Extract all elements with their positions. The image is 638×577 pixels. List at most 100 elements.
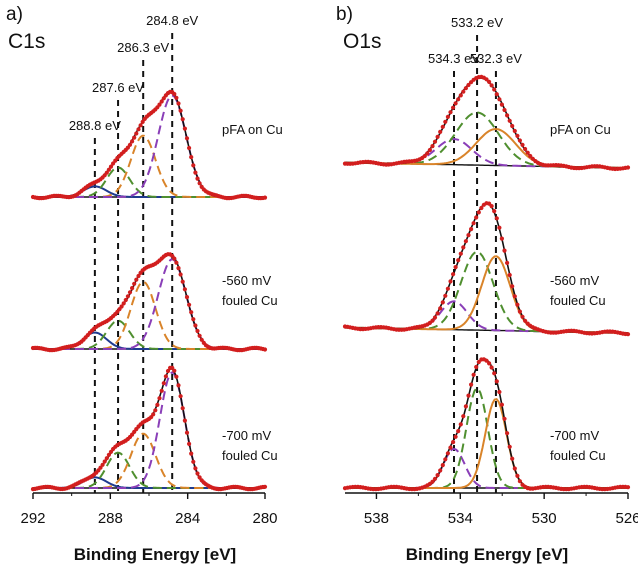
spectra-traces: [30, 89, 268, 492]
data-points: [30, 365, 268, 492]
panel-o1s: b) O1s 534.3 eV 533.2 eV 532.3 eV pFA on C…: [336, 4, 638, 564]
data-point: [435, 134, 440, 139]
data-point: [189, 155, 194, 160]
data-point: [130, 139, 135, 144]
x-tick-label: 292: [20, 510, 45, 527]
data-point: [165, 368, 171, 374]
data-point: [625, 485, 631, 490]
peak-label: 284.8 eV: [146, 13, 198, 28]
data-point: [104, 170, 109, 175]
data-point: [189, 310, 194, 315]
data-point: [625, 165, 631, 170]
x-axis: 538 534 530 526: [345, 492, 638, 527]
data-point: [453, 101, 458, 106]
data-point: [189, 451, 194, 456]
data-point: [100, 462, 105, 467]
data-point: [502, 248, 507, 253]
data-point: [127, 142, 133, 147]
data-point: [174, 260, 179, 265]
data-point: [499, 102, 504, 107]
data-point: [430, 144, 435, 149]
trace-labels: pFA on Cu -560 mV fouled Cu -700 mV fouled C…: [550, 122, 611, 463]
data-point: [432, 315, 438, 320]
x-tick-label: 284: [175, 510, 200, 527]
data-point: [178, 394, 183, 399]
data-point: [163, 374, 168, 379]
data-point: [262, 195, 268, 200]
data-point: [443, 457, 448, 462]
x-tick-label: 526: [615, 510, 638, 527]
data-point: [161, 96, 166, 101]
data-point: [108, 164, 114, 169]
data-point: [176, 383, 181, 388]
trace-label: pFA on Cu: [550, 122, 611, 137]
data-point: [182, 126, 187, 131]
data-point: [134, 131, 139, 136]
data-point: [170, 365, 175, 370]
data-point: [427, 147, 432, 153]
data-point: [484, 77, 489, 82]
data-point: [499, 236, 504, 241]
data-point: [489, 365, 494, 370]
data-point: [151, 412, 156, 417]
data-point: [130, 286, 135, 291]
data-point: [435, 473, 440, 478]
data-point: [499, 402, 504, 407]
x-tick-label: 534: [448, 510, 473, 527]
data-point: [489, 204, 494, 209]
data-point: [180, 117, 185, 122]
x-tick-label: 530: [532, 510, 557, 527]
data-point: [443, 119, 448, 124]
data-point: [104, 456, 109, 461]
data-point: [479, 205, 484, 211]
data-point: [492, 209, 497, 214]
data-point: [510, 123, 515, 129]
data-point: [199, 337, 204, 342]
data-point: [523, 318, 528, 323]
data-point: [184, 295, 190, 300]
data-point: [176, 266, 181, 271]
data-point: [435, 311, 440, 316]
data-point: [458, 251, 463, 256]
data-point: [195, 176, 200, 181]
data-point: [153, 408, 158, 413]
data-point: [445, 286, 450, 291]
data-point: [102, 459, 107, 464]
data-points: [30, 252, 268, 353]
trace-label: -700 mV fouled Cu: [222, 428, 278, 463]
trace-2: [30, 252, 268, 353]
spectra-traces: [342, 74, 631, 492]
data-point: [474, 215, 479, 220]
data-point: [438, 306, 443, 311]
data-point: [262, 347, 268, 352]
data-point: [193, 466, 198, 471]
data-point: [520, 142, 525, 147]
data-point: [184, 136, 190, 141]
peak-label: 533.2 eV: [451, 15, 503, 30]
data-point: [191, 317, 196, 322]
data-point: [140, 119, 145, 124]
data-point: [127, 290, 133, 295]
trace-1: [342, 74, 631, 172]
data-point: [106, 167, 111, 172]
data-point: [492, 87, 497, 92]
data-point: [625, 332, 631, 337]
data-point: [191, 459, 196, 464]
data-point: [136, 127, 141, 132]
trace-3: [30, 365, 268, 492]
data-point: [430, 479, 435, 484]
data-point: [159, 99, 164, 104]
data-point: [440, 463, 445, 468]
data-point: [463, 404, 468, 409]
data-point: [517, 479, 523, 484]
data-points: [342, 201, 631, 337]
data-points: [342, 74, 631, 172]
data-point: [510, 284, 515, 289]
data-point: [443, 293, 448, 298]
data-point: [187, 145, 192, 151]
data-point: [487, 79, 492, 84]
data-points: [342, 357, 631, 492]
data-point: [195, 471, 200, 476]
fit-component-3: [33, 134, 265, 198]
